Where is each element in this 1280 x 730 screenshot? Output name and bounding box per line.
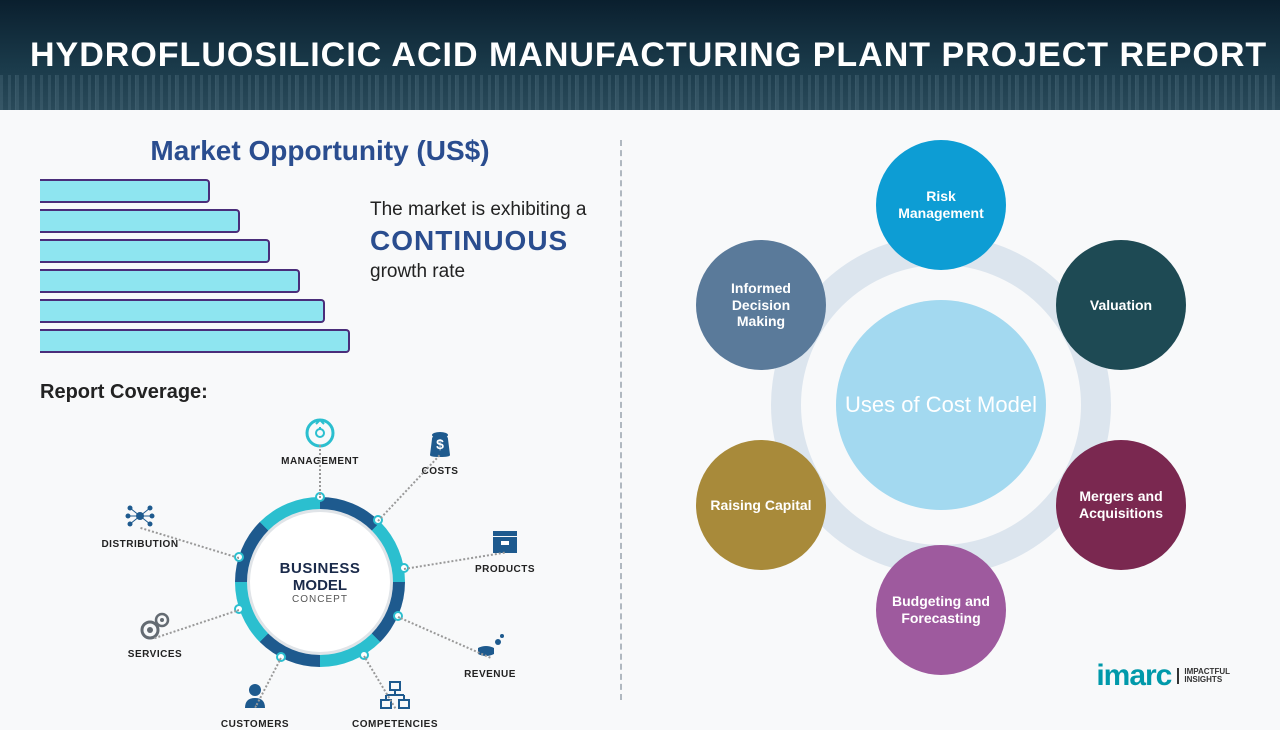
business-model-diagram: BUSINESS MODEL CONCEPT MANAGEMENT$COSTSP… bbox=[40, 412, 600, 722]
right-panel: Uses of Cost Model Risk Management Valuat… bbox=[622, 125, 1260, 705]
bar bbox=[40, 239, 270, 263]
cost-node: Budgeting and Forecasting bbox=[876, 545, 1006, 675]
logo-sub2: INSIGHTS bbox=[1184, 676, 1230, 684]
bm-node-distribution: DISTRIBUTION bbox=[85, 497, 195, 550]
bar bbox=[40, 299, 325, 323]
bm-node-revenue: REVENUE bbox=[435, 627, 545, 680]
coverage-label: Report Coverage: bbox=[40, 381, 600, 404]
logo-main: imarc bbox=[1096, 659, 1171, 693]
bm-label: PRODUCTS bbox=[475, 564, 535, 575]
bm-node-costs: $COSTS bbox=[385, 424, 495, 477]
bm-node-competencies: COMPETENCIES bbox=[340, 677, 450, 730]
bm-center: BUSINESS MODEL CONCEPT bbox=[250, 512, 390, 652]
bm-center-line3: CONCEPT bbox=[292, 594, 348, 605]
bm-connector bbox=[319, 445, 321, 498]
logo: imarc IMPACTFUL INSIGHTS bbox=[1096, 659, 1230, 693]
bar bbox=[40, 209, 240, 233]
cost-node: Informed Decision Making bbox=[696, 240, 826, 370]
bm-label: DISTRIBUTION bbox=[101, 539, 178, 550]
svg-text:$: $ bbox=[436, 436, 444, 452]
bm-label: REVENUE bbox=[464, 669, 516, 680]
bm-center-line1: BUSINESS bbox=[280, 560, 361, 577]
cost-node: Risk Management bbox=[876, 140, 1006, 270]
content-area: Market Opportunity (US$) The market is e… bbox=[0, 110, 1280, 720]
bm-node-services: SERVICES bbox=[100, 607, 210, 660]
market-title: Market Opportunity (US$) bbox=[40, 135, 600, 167]
growth-line1: The market is exhibiting a bbox=[370, 199, 600, 221]
logo-tagline: IMPACTFUL INSIGHTS bbox=[1177, 668, 1230, 684]
bar bbox=[40, 179, 210, 203]
page-title: HYDROFLUOSILICIC ACID MANUFACTURING PLAN… bbox=[30, 36, 1267, 75]
bar bbox=[40, 269, 300, 293]
cost-center-label: Uses of Cost Model bbox=[845, 391, 1037, 420]
cost-center: Uses of Cost Model bbox=[836, 300, 1046, 510]
services-icon bbox=[136, 607, 174, 645]
cost-node: Raising Capital bbox=[696, 440, 826, 570]
bm-center-line2: MODEL bbox=[293, 577, 347, 594]
left-panel: Market Opportunity (US$) The market is e… bbox=[20, 125, 620, 705]
growth-emphasis: CONTINUOUS bbox=[370, 225, 600, 257]
bm-label: SERVICES bbox=[128, 649, 182, 660]
bm-node-products: PRODUCTS bbox=[450, 522, 560, 575]
bm-label: CUSTOMERS bbox=[221, 719, 289, 730]
distribution-icon bbox=[121, 497, 159, 535]
revenue-icon bbox=[471, 627, 509, 665]
bm-label: COMPETENCIES bbox=[352, 719, 438, 730]
bar-chart bbox=[40, 179, 350, 353]
cost-node: Valuation bbox=[1056, 240, 1186, 370]
growth-text: The market is exhibiting a CONTINUOUS gr… bbox=[370, 179, 600, 283]
growth-line2: growth rate bbox=[370, 261, 600, 283]
market-chart-row: The market is exhibiting a CONTINUOUS gr… bbox=[40, 179, 600, 353]
bar bbox=[40, 329, 350, 353]
cost-node: Mergers and Acquisitions bbox=[1056, 440, 1186, 570]
cost-model-diagram: Uses of Cost Model Risk ManagementValuat… bbox=[661, 145, 1221, 685]
header-banner: HYDROFLUOSILICIC ACID MANUFACTURING PLAN… bbox=[0, 0, 1280, 110]
